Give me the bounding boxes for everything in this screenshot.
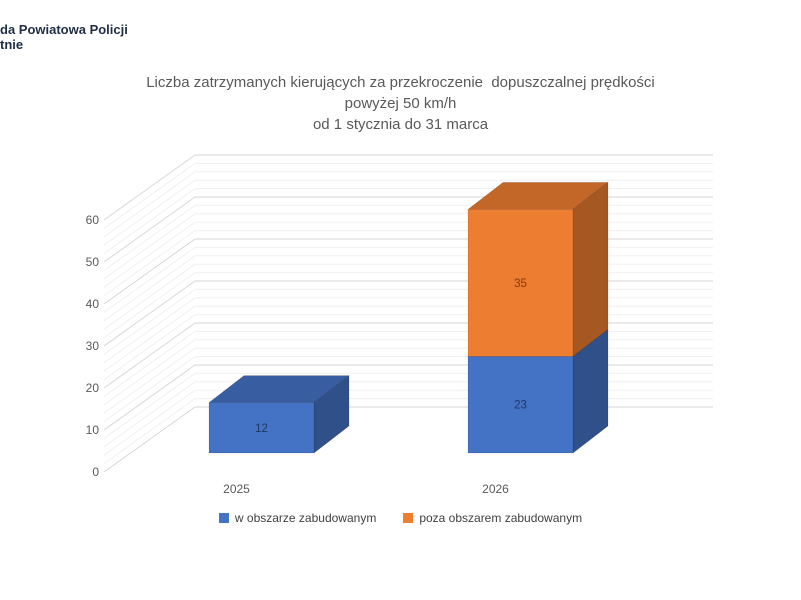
- y-axis-tick-label: 20: [86, 381, 100, 395]
- y-axis-tick-label: 60: [86, 213, 100, 227]
- gridline-major-diagonal: [103, 406, 196, 473]
- gridline-minor-diagonal: [103, 179, 196, 246]
- y-axis-tick-label: 40: [86, 297, 100, 311]
- legend-swatch-icon: [403, 513, 414, 523]
- legend-item: w obszarze zabudowanym: [218, 511, 377, 525]
- gridline-major-diagonal: [103, 280, 196, 347]
- legend-item: poza obszarem zabudowanym: [403, 511, 582, 525]
- gridline-minor-diagonal: [103, 213, 196, 280]
- chart-title: Liczba zatrzymanych kierujących za przek…: [0, 72, 801, 135]
- chart-title-line3: od 1 stycznia do 31 marca: [312, 116, 489, 133]
- legend-swatch-icon: [218, 513, 229, 523]
- gridline-major-diagonal: [103, 364, 196, 431]
- gridline-minor-diagonal: [103, 339, 196, 406]
- gridline-minor-diagonal: [103, 356, 196, 423]
- gridline-minor-diagonal: [103, 171, 196, 238]
- bar-front-face-1-1: [467, 209, 574, 357]
- gridline-minor-diagonal: [103, 347, 196, 414]
- gridline-minor-diagonal: [103, 221, 196, 288]
- chart-title-line2: powyżej 50 km/h: [344, 95, 457, 112]
- gridline-minor-diagonal: [103, 246, 196, 313]
- gridline-minor-diagonal: [103, 297, 196, 364]
- bar-front-face-0-0: [208, 402, 315, 454]
- gridline-minor-diagonal: [103, 188, 196, 255]
- legend-label: poza obszarem zabudowanym: [419, 511, 583, 525]
- gridline-major-diagonal: [103, 154, 196, 221]
- gridline-minor-diagonal: [103, 263, 196, 330]
- bar-side-face-1-1: [572, 181, 609, 358]
- y-axis-tick-label: 0: [92, 465, 99, 479]
- y-axis-tick-label: 10: [86, 423, 100, 437]
- gridline-major-diagonal: [103, 196, 196, 263]
- gridline-major-diagonal: [103, 238, 196, 305]
- gridline-minor-diagonal: [103, 272, 196, 339]
- gridline-minor-diagonal: [103, 230, 196, 297]
- gridline-minor-diagonal: [103, 305, 196, 372]
- data-label: 23: [514, 400, 527, 412]
- gridline-minor-diagonal: [103, 204, 196, 271]
- gridline-minor-diagonal: [103, 255, 196, 322]
- legend-label: w obszarze zabudowanym: [234, 511, 377, 525]
- x-axis-label: 2025: [223, 482, 250, 496]
- org-logo-text: da Powiatowa Policji tnie: [0, 22, 128, 52]
- data-label: 35: [514, 278, 527, 290]
- org-logo-line1: da Powiatowa Policji: [0, 22, 128, 37]
- gridline-minor-diagonal: [103, 162, 196, 229]
- y-axis-tick-label: 50: [86, 255, 100, 269]
- gridline-minor-diagonal: [103, 314, 196, 381]
- data-label: 12: [255, 423, 268, 435]
- gridline-major-diagonal: [103, 322, 196, 389]
- gridline-minor-diagonal: [103, 389, 196, 456]
- chart-title-line1: Liczba zatrzymanych kierujących za przek…: [146, 74, 655, 91]
- gridline-minor-diagonal: [103, 330, 196, 397]
- x-axis-label: 2026: [482, 482, 509, 496]
- chart-legend: w obszarze zabudowanym poza obszarem zabu…: [0, 511, 801, 525]
- gridline-minor-diagonal: [103, 288, 196, 355]
- bar-front-face-0-1: [467, 356, 574, 454]
- gridline-minor-diagonal: [103, 372, 196, 439]
- org-logo-line2: tnie: [0, 37, 24, 52]
- y-axis-tick-label: 30: [86, 339, 100, 353]
- gridline-minor-diagonal: [103, 381, 196, 448]
- gridline-minor-diagonal: [103, 398, 196, 465]
